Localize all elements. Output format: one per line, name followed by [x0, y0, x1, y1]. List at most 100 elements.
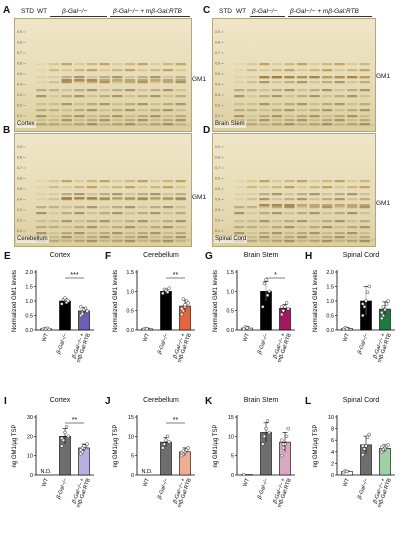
tlc-band	[48, 115, 60, 118]
tlc-band	[346, 186, 358, 189]
tlc-band	[346, 236, 358, 239]
tlc-band	[48, 81, 60, 84]
tlc-band	[321, 119, 333, 122]
tlc-band	[309, 123, 320, 126]
tlc-band	[359, 123, 370, 126]
tlc-band	[246, 198, 258, 201]
gm1-band	[150, 79, 161, 82]
tlc-band	[309, 226, 320, 229]
header-bgal-underline-left	[50, 16, 107, 17]
tlc-band	[74, 206, 85, 209]
gm1-label-d: GM1	[376, 200, 391, 207]
data-point	[265, 293, 270, 297]
tlc-band	[36, 123, 47, 126]
gm1-band	[124, 79, 136, 82]
tlc-band	[162, 103, 174, 106]
tlc-band	[48, 76, 60, 79]
tlc-band	[309, 206, 320, 209]
tlc-band	[86, 76, 98, 79]
tlc-band	[112, 103, 123, 106]
tlc-band	[296, 240, 308, 243]
chart-svg: 0.0 0.5 1.0 1.5 2.0 Normalized GM1 levels WT β-…	[313, 270, 395, 363]
tlc-band	[309, 240, 320, 243]
panel-letter-a: A	[3, 5, 11, 16]
y-axis-label: Normalized GM1 levels	[213, 270, 219, 332]
tlc-band	[150, 115, 161, 118]
tlc-band	[284, 226, 295, 229]
rf-tick: 0.5	[215, 187, 220, 191]
rf-tick: 0.8	[17, 41, 22, 45]
gm1-band	[346, 76, 358, 79]
tlc-band	[48, 123, 60, 126]
tlc-band	[309, 119, 320, 122]
tlc-band	[175, 123, 186, 126]
tlc-band	[271, 236, 283, 239]
tlc-band	[137, 69, 148, 72]
tlc-band	[150, 76, 161, 79]
data-point	[361, 444, 365, 448]
data-point	[181, 297, 186, 301]
tlc-band	[259, 240, 270, 243]
tlc-band	[259, 186, 270, 189]
tlc-band	[99, 95, 110, 98]
tlc-band	[334, 240, 345, 243]
tlc-band	[359, 240, 370, 243]
tlc-band	[321, 109, 333, 112]
chart-title: Cortex	[49, 397, 71, 404]
tlc-band	[296, 103, 308, 106]
y-tick-label: 0.5	[226, 309, 234, 315]
tlc-band	[86, 236, 98, 239]
tlc-band	[271, 69, 283, 72]
tlc-band	[259, 119, 270, 122]
tlc-band	[259, 193, 270, 196]
data-point	[162, 442, 167, 446]
tlc-band	[61, 103, 72, 106]
tlc-band	[61, 232, 72, 235]
gm1-band	[99, 79, 110, 82]
data-point	[60, 302, 64, 306]
tlc-band	[359, 236, 370, 239]
y-axis-label: ng GM1/µg TSP	[213, 424, 219, 467]
tlc-band	[271, 206, 283, 209]
tlc-band	[48, 206, 60, 209]
tlc-band	[334, 115, 345, 118]
gm1-band	[359, 204, 370, 207]
tlc-band	[296, 81, 308, 84]
tlc-band	[321, 123, 333, 126]
tlc-band	[124, 76, 136, 79]
tlc-band	[74, 180, 85, 183]
tlc-band	[296, 206, 308, 209]
tlc-band	[48, 186, 60, 189]
tlc-band	[86, 193, 98, 196]
tlc-band	[321, 220, 333, 223]
tlc-band	[359, 95, 370, 98]
tlc-band	[112, 180, 123, 183]
tlc-band	[36, 186, 47, 189]
tlc-band	[346, 220, 358, 223]
tlc-band	[234, 206, 245, 209]
tlc-band	[137, 220, 148, 223]
tlc-band	[162, 63, 174, 66]
tlc-band	[61, 95, 72, 98]
gm1-label-c: GM1	[376, 73, 391, 80]
rf-tick: 0.2	[215, 104, 220, 108]
tlc-band	[162, 123, 174, 126]
plate-background	[15, 134, 191, 246]
data-point	[165, 434, 170, 439]
tlc-band	[246, 89, 258, 92]
tlc-band	[359, 180, 370, 183]
panel-letter-k: K	[205, 396, 213, 407]
tlc-band	[234, 63, 245, 66]
tlc-band	[124, 63, 136, 66]
tlc-band	[162, 206, 174, 209]
data-point	[383, 307, 387, 312]
chart-svg: 0.0 0.5 1.0 1.5 Normalized GM1 levels ** WT β-G…	[113, 270, 195, 363]
x-tick-label: WT	[41, 332, 50, 343]
tlc-band	[112, 232, 123, 235]
tlc-band	[124, 89, 136, 92]
tlc-band	[271, 95, 283, 98]
gm1-band	[359, 76, 370, 79]
tlc-band	[246, 103, 258, 106]
data-point	[386, 299, 390, 303]
data-point	[165, 290, 170, 294]
